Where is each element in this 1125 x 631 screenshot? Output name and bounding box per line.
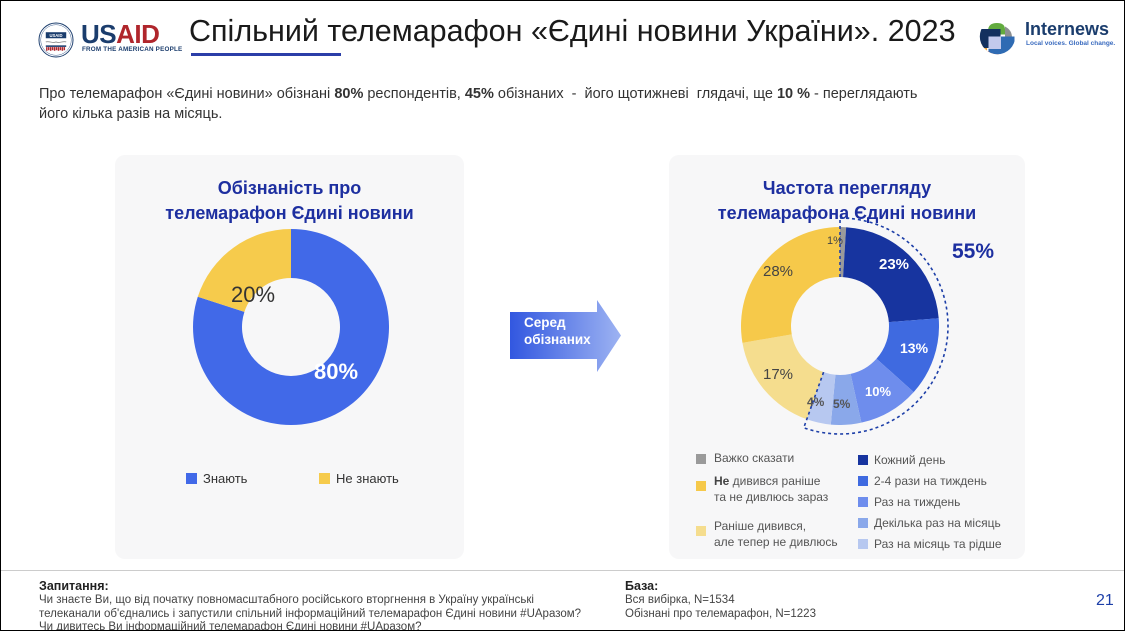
svg-text:USAID: USAID	[50, 33, 63, 38]
